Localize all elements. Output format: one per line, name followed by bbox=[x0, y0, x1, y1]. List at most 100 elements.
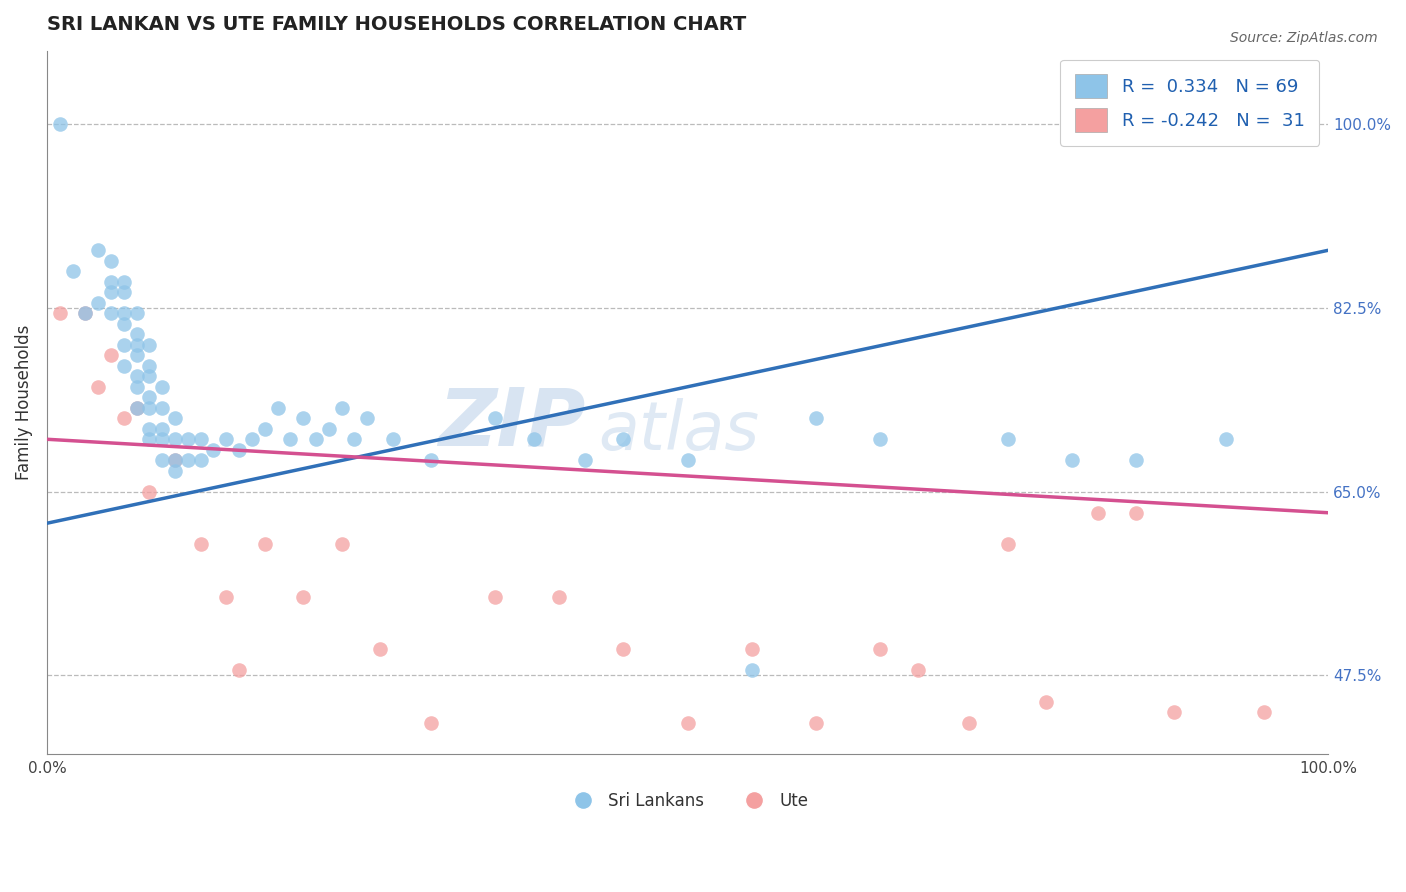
Point bbox=[278, 432, 301, 446]
Point bbox=[150, 380, 173, 394]
Point bbox=[741, 642, 763, 657]
Point bbox=[125, 369, 148, 384]
Y-axis label: Family Households: Family Households bbox=[15, 325, 32, 480]
Point bbox=[112, 285, 135, 300]
Point bbox=[125, 306, 148, 320]
Point bbox=[190, 537, 212, 551]
Point bbox=[356, 411, 378, 425]
Legend: Sri Lankans, Ute: Sri Lankans, Ute bbox=[560, 785, 815, 816]
Point bbox=[381, 432, 404, 446]
Point bbox=[330, 401, 353, 415]
Point bbox=[1060, 453, 1083, 467]
Point bbox=[907, 663, 929, 677]
Point bbox=[163, 411, 186, 425]
Point bbox=[1087, 506, 1109, 520]
Point bbox=[125, 338, 148, 352]
Point bbox=[100, 275, 122, 289]
Text: Source: ZipAtlas.com: Source: ZipAtlas.com bbox=[1230, 31, 1378, 45]
Point bbox=[997, 432, 1019, 446]
Point bbox=[484, 411, 506, 425]
Point bbox=[125, 401, 148, 415]
Point bbox=[869, 432, 891, 446]
Point bbox=[676, 715, 699, 730]
Point bbox=[190, 432, 212, 446]
Point bbox=[163, 453, 186, 467]
Point bbox=[112, 338, 135, 352]
Point bbox=[48, 306, 70, 320]
Text: ZIP: ZIP bbox=[437, 384, 585, 463]
Point bbox=[1215, 432, 1237, 446]
Point bbox=[112, 306, 135, 320]
Point bbox=[112, 317, 135, 331]
Point bbox=[138, 369, 160, 384]
Point bbox=[292, 411, 315, 425]
Point bbox=[253, 422, 276, 436]
Point bbox=[1163, 705, 1185, 719]
Point bbox=[100, 348, 122, 362]
Point bbox=[150, 422, 173, 436]
Point bbox=[228, 663, 250, 677]
Point bbox=[804, 411, 827, 425]
Point bbox=[997, 537, 1019, 551]
Point bbox=[420, 453, 443, 467]
Point bbox=[125, 380, 148, 394]
Point bbox=[125, 327, 148, 342]
Point bbox=[420, 715, 443, 730]
Point bbox=[87, 380, 110, 394]
Point bbox=[869, 642, 891, 657]
Point bbox=[1035, 695, 1057, 709]
Point bbox=[215, 432, 238, 446]
Text: atlas: atlas bbox=[598, 398, 759, 464]
Point bbox=[548, 590, 571, 604]
Point bbox=[292, 590, 315, 604]
Point bbox=[87, 295, 110, 310]
Point bbox=[215, 590, 238, 604]
Point bbox=[523, 432, 546, 446]
Point bbox=[75, 306, 97, 320]
Point bbox=[1125, 506, 1147, 520]
Point bbox=[305, 432, 328, 446]
Point bbox=[125, 348, 148, 362]
Text: SRI LANKAN VS UTE FAMILY HOUSEHOLDS CORRELATION CHART: SRI LANKAN VS UTE FAMILY HOUSEHOLDS CORR… bbox=[46, 15, 747, 34]
Point bbox=[100, 285, 122, 300]
Point bbox=[138, 338, 160, 352]
Point bbox=[612, 432, 634, 446]
Point bbox=[163, 464, 186, 478]
Point bbox=[150, 453, 173, 467]
Point bbox=[163, 432, 186, 446]
Point bbox=[87, 244, 110, 258]
Point bbox=[75, 306, 97, 320]
Point bbox=[177, 432, 200, 446]
Point bbox=[150, 432, 173, 446]
Point bbox=[343, 432, 366, 446]
Point bbox=[138, 401, 160, 415]
Point bbox=[100, 253, 122, 268]
Point bbox=[804, 715, 827, 730]
Point bbox=[138, 432, 160, 446]
Point bbox=[48, 117, 70, 131]
Point bbox=[112, 411, 135, 425]
Point bbox=[676, 453, 699, 467]
Point bbox=[330, 537, 353, 551]
Point bbox=[240, 432, 263, 446]
Point bbox=[150, 401, 173, 415]
Point bbox=[318, 422, 340, 436]
Point bbox=[1125, 453, 1147, 467]
Point bbox=[228, 442, 250, 457]
Point bbox=[125, 401, 148, 415]
Point bbox=[138, 359, 160, 373]
Point bbox=[163, 453, 186, 467]
Point bbox=[138, 484, 160, 499]
Point bbox=[266, 401, 288, 415]
Point bbox=[190, 453, 212, 467]
Point bbox=[100, 306, 122, 320]
Point bbox=[612, 642, 634, 657]
Point bbox=[62, 264, 84, 278]
Point bbox=[1253, 705, 1275, 719]
Point bbox=[957, 715, 980, 730]
Point bbox=[202, 442, 225, 457]
Point bbox=[741, 663, 763, 677]
Point bbox=[112, 359, 135, 373]
Point bbox=[177, 453, 200, 467]
Point bbox=[138, 422, 160, 436]
